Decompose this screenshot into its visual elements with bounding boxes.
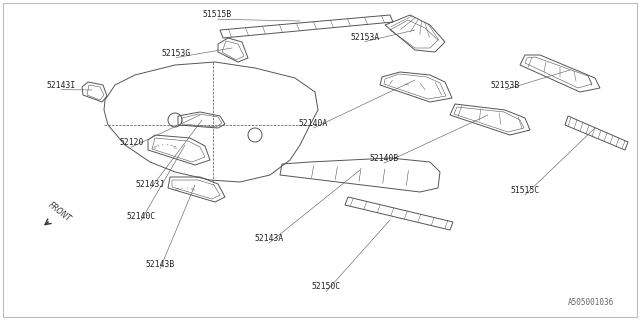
Text: 52153A: 52153A <box>350 33 380 42</box>
Text: 52140C: 52140C <box>126 212 156 221</box>
Text: 52143B: 52143B <box>145 260 175 269</box>
Text: 52150C: 52150C <box>312 282 341 291</box>
Text: 52120: 52120 <box>119 138 143 147</box>
Text: FRONT: FRONT <box>46 201 72 224</box>
Text: A505001036: A505001036 <box>568 298 614 307</box>
Text: 52143J: 52143J <box>136 180 165 189</box>
Text: 52140A: 52140A <box>299 119 328 128</box>
Text: 51515B: 51515B <box>203 10 232 19</box>
Text: 52143A: 52143A <box>254 234 284 243</box>
Text: 52153B: 52153B <box>491 81 520 90</box>
Text: 52140B: 52140B <box>369 154 399 163</box>
Text: 51515C: 51515C <box>510 186 540 195</box>
Text: 52143I: 52143I <box>46 81 76 90</box>
Text: 52153G: 52153G <box>161 49 191 58</box>
